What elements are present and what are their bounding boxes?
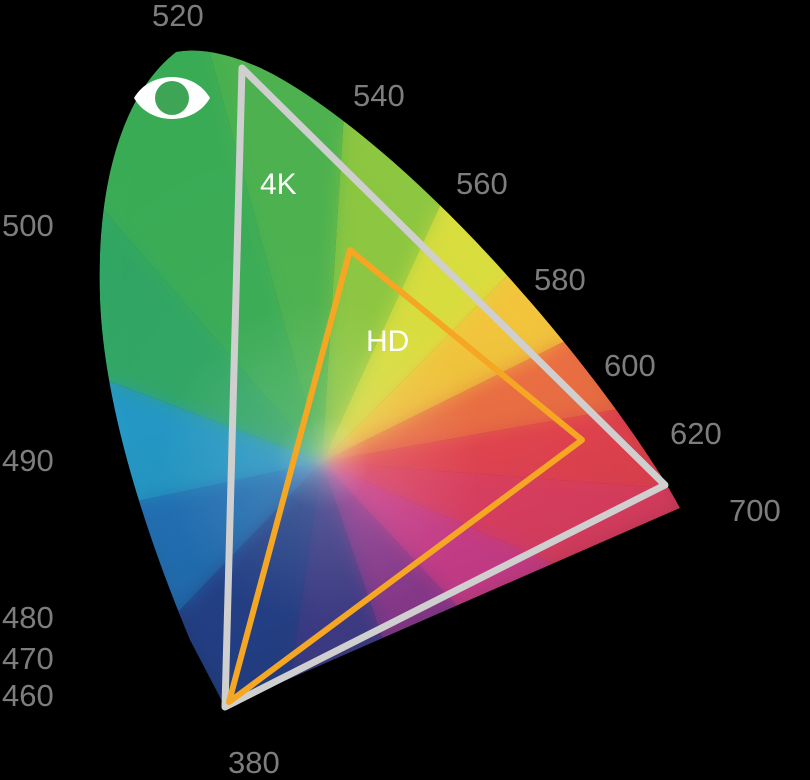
label-540: 540: [353, 78, 405, 113]
label-520: 520: [152, 0, 204, 33]
label-460: 460: [2, 678, 54, 713]
label-580: 580: [534, 262, 586, 297]
label-560: 560: [456, 166, 508, 201]
label-380: 380: [228, 745, 280, 780]
label-600: 600: [604, 348, 656, 383]
label-470: 470: [2, 641, 54, 676]
label-700: 700: [729, 493, 781, 528]
label-490: 490: [2, 443, 54, 478]
label-620: 620: [670, 416, 722, 451]
label-500: 500: [2, 208, 54, 243]
gamut-triangle-4k[interactable]: [221, 64, 669, 711]
gamut-label-hd: HD: [366, 325, 410, 358]
gamut-label-4k: 4K: [260, 168, 297, 201]
gamut-triangle-hd[interactable]: [226, 247, 585, 705]
label-480: 480: [2, 600, 54, 635]
